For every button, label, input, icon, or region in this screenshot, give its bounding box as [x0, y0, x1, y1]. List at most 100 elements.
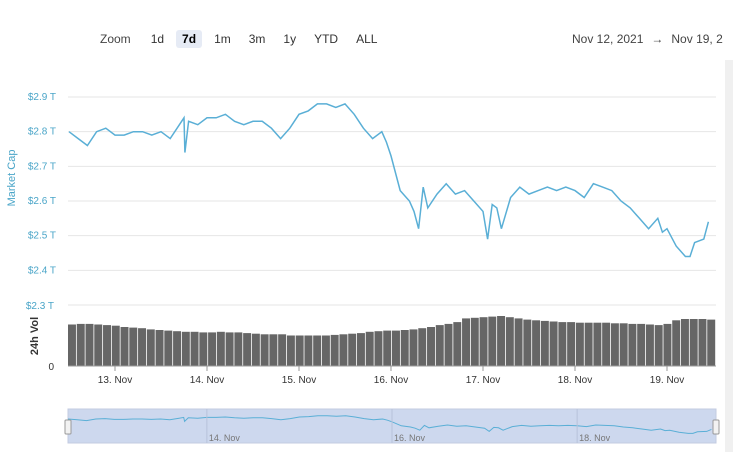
- volume-bar: [400, 330, 409, 366]
- y-tick-label: $2.7 T: [28, 161, 56, 172]
- volume-bar: [654, 325, 663, 366]
- volume-bar: [462, 318, 471, 366]
- zoom-1m-button[interactable]: 1m: [214, 32, 231, 46]
- navigator-tick-label: 14. Nov: [209, 433, 241, 443]
- volume-bar: [313, 335, 322, 366]
- y-tick-label: $2.9 T: [28, 92, 56, 103]
- volume-bar: [680, 319, 689, 366]
- navigator-ticks: 14. Nov 16. Nov 18. Nov: [206, 409, 611, 443]
- volume-bar: [593, 322, 602, 366]
- volume-bar: [505, 317, 514, 366]
- volume-bar: [208, 332, 217, 366]
- volume-bar: [330, 334, 339, 366]
- volume-bar: [645, 324, 654, 366]
- volume-bar: [129, 327, 138, 366]
- volume-bar: [374, 331, 383, 366]
- x-tick-label: 18. Nov: [558, 375, 592, 386]
- volume-bar: [190, 331, 199, 366]
- date-to[interactable]: Nov 19, 2: [671, 32, 723, 46]
- volume-axis-title: 24h Vol: [29, 317, 41, 355]
- market-cap-line: [68, 103, 710, 258]
- volume-top-tick: $2.3 T: [26, 301, 54, 312]
- x-tick-label: 17. Nov: [466, 375, 500, 386]
- x-tick-label: 16. Nov: [374, 375, 408, 386]
- volume-bar: [243, 333, 252, 366]
- x-tick-label: 19. Nov: [650, 375, 684, 386]
- zoom-3m-button[interactable]: 3m: [248, 32, 266, 46]
- zoom-1d-button[interactable]: 1d: [150, 32, 165, 46]
- volume-bar: [225, 332, 234, 366]
- volume-bar: [348, 333, 357, 366]
- volume-bar: [295, 335, 304, 366]
- navigator[interactable]: 14. Nov 16. Nov 18. Nov: [64, 408, 720, 444]
- volume-bar: [497, 316, 506, 366]
- volume-bar: [278, 334, 287, 366]
- volume-bar: [216, 331, 225, 366]
- volume-bar: [610, 323, 619, 366]
- scrollbar[interactable]: [725, 60, 733, 452]
- volume-bar: [85, 323, 94, 366]
- market-cap-axis-title: Market Cap: [6, 150, 18, 207]
- volume-bar: [418, 328, 427, 366]
- volume-bar: [269, 334, 278, 366]
- volume-bar: [365, 331, 374, 366]
- volume-bar: [453, 322, 462, 366]
- volume-bar: [567, 322, 576, 366]
- volume-bar: [68, 324, 76, 366]
- volume-bar: [383, 330, 392, 366]
- volume-bar: [111, 325, 120, 366]
- volume-bar: [637, 323, 646, 366]
- volume-bar: [392, 330, 400, 366]
- y-tick-label: $2.8 T: [28, 127, 56, 138]
- volume-bar: [146, 329, 155, 366]
- volume-bar: [470, 317, 479, 366]
- y-tick-label: $2.4 T: [28, 265, 56, 276]
- volume-bar: [707, 319, 716, 366]
- zoom-all-button[interactable]: ALL: [356, 32, 378, 46]
- volume-bar: [155, 330, 164, 366]
- volume-bar: [286, 335, 295, 366]
- volume-bar: [479, 317, 488, 366]
- zoom-bar: Zoom 1d 7d 1m 3m 1y YTD ALL: [100, 29, 383, 49]
- volume-bar: [523, 319, 532, 366]
- y-tick-label: $2.5 T: [28, 231, 56, 242]
- volume-bar: [663, 323, 672, 366]
- navigator-line: [67, 415, 712, 434]
- volume-bar: [628, 323, 637, 366]
- navigator-tick-label: 18. Nov: [579, 433, 611, 443]
- volume-zero-tick: 0: [48, 362, 54, 373]
- volume-bar: [540, 320, 549, 366]
- volume-bar: [304, 335, 313, 366]
- volume-bars: [68, 316, 716, 367]
- volume-bar: [181, 331, 190, 366]
- volume-bar: [575, 322, 584, 366]
- x-axis-ticks: 13. Nov 14. Nov 15. Nov 16. Nov 17. Nov 18. N…: [98, 366, 684, 386]
- navigator-left-handle[interactable]: [64, 419, 72, 435]
- volume-bar: [251, 333, 260, 366]
- date-range: Nov 12, 2021 → Nov 19, 2: [572, 32, 733, 46]
- volume-bar: [488, 316, 497, 366]
- volume-bar: [103, 325, 111, 366]
- y-tick-label: $2.6 T: [28, 196, 56, 207]
- arrow-right-icon: →: [651, 32, 664, 46]
- volume-bar: [120, 327, 129, 366]
- zoom-7d-button[interactable]: 7d: [176, 30, 203, 48]
- volume-bar: [76, 323, 85, 366]
- zoom-ytd-button[interactable]: YTD: [314, 32, 339, 46]
- zoom-label: Zoom: [100, 32, 131, 46]
- volume-bar: [444, 323, 453, 366]
- volume-bar: [173, 331, 182, 366]
- volume-bar: [435, 325, 444, 366]
- volume-bar: [698, 319, 707, 366]
- navigator-tick-label: 16. Nov: [394, 433, 426, 443]
- volume-bar: [94, 324, 103, 366]
- date-from[interactable]: Nov 12, 2021: [572, 32, 644, 46]
- volume-bar: [260, 334, 269, 366]
- navigator-right-handle[interactable]: [712, 419, 720, 435]
- volume-bar: [199, 332, 208, 366]
- x-tick-label: 13. Nov: [98, 375, 132, 386]
- zoom-1y-button[interactable]: 1y: [283, 32, 297, 46]
- volume-bar: [689, 319, 698, 366]
- volume-bar: [584, 322, 593, 366]
